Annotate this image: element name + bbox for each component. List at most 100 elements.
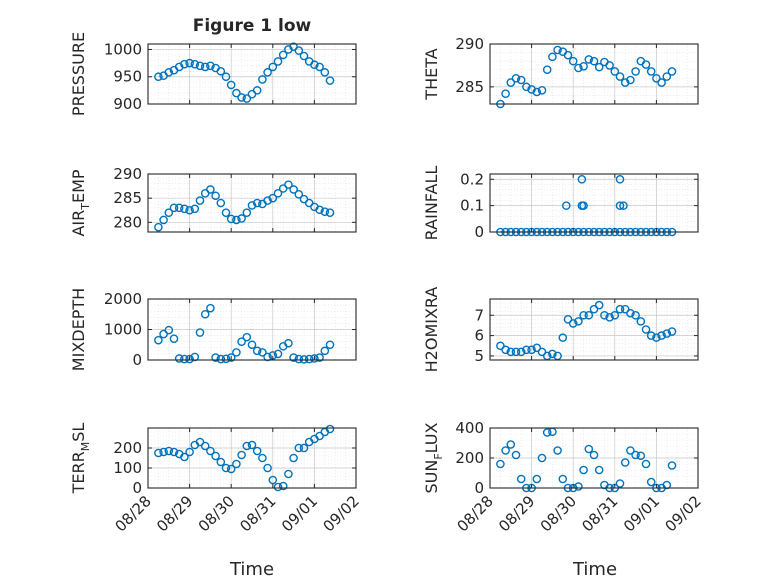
panel-5-data-point [226, 353, 236, 362]
panel-6-ytick-label: 7 [474, 306, 484, 324]
panel-8-data-point [594, 465, 604, 475]
panel-4-data-point [619, 201, 628, 210]
panel-1-data-point [200, 62, 210, 72]
panel-5-data-point [232, 348, 241, 357]
panel-2-data-point [568, 56, 578, 66]
panel-1-data-point [315, 62, 324, 72]
panel-5-data-point [195, 328, 205, 337]
panel-2-data-point [662, 72, 672, 81]
panel-2-data-point [506, 78, 516, 87]
panel-3-data-point [325, 208, 335, 217]
panel-8-data-point [589, 450, 599, 460]
panel-7-ytick-label: 100 [113, 459, 142, 477]
panel-8-data-point [620, 458, 630, 467]
panel-6-data-point [589, 304, 599, 314]
panel-3-ytick-label: 285 [113, 189, 142, 207]
panel-1-data-point [273, 57, 283, 66]
panel-5-data-point [273, 349, 283, 359]
panel-7-ytick-label: 0 [132, 479, 142, 497]
panel-2-data-point [605, 61, 614, 70]
panel-1-data-point [185, 58, 194, 68]
panel-7-data-point [154, 448, 163, 458]
panel-1-data-point [278, 50, 288, 60]
panel-4-data-point [577, 174, 587, 184]
panel-6-data-point [615, 304, 625, 314]
panel-4-data-point [615, 201, 625, 210]
panel-7-ytick-label: 200 [113, 439, 142, 457]
panel-8-data-point [501, 446, 510, 455]
panel-3-data-point [216, 198, 226, 208]
panel-1-data-point [226, 80, 236, 90]
panel-3-ytick-label: 290 [113, 165, 142, 183]
panel-7-xtick-label: 08/31 [236, 492, 279, 535]
panel-7-data-point [221, 463, 231, 473]
panel-2-data-point [641, 60, 651, 69]
panel-6-data-point [558, 333, 568, 342]
xaxis-title-right: Time [572, 559, 617, 580]
panel-8-ytick-label: 0 [474, 479, 484, 497]
panel-2-data-point [667, 67, 677, 76]
panel-7-data-point [159, 447, 168, 457]
panel-5-ytick-label: 0 [132, 351, 142, 369]
panel-5-data-point [237, 337, 246, 347]
panel-5-ytick-label: 1000 [104, 321, 142, 339]
panel-7-data-point [284, 469, 293, 479]
panel-2-data-point [563, 50, 573, 60]
panel-6-data-point [563, 315, 573, 324]
panel-8-data-point [511, 450, 521, 460]
panel-2-data-point [537, 85, 547, 95]
panel-3-data-point [242, 208, 252, 217]
panel-2-data-point [584, 55, 594, 64]
panel-7-data-point [252, 446, 262, 456]
panel-4-data-point [579, 201, 588, 210]
panel-3-data-point [180, 204, 189, 214]
panel-2-data-point [542, 65, 552, 75]
panel-2-data-point [631, 67, 640, 76]
panel-3-data-point [284, 180, 293, 189]
panel-7-data-point [273, 482, 283, 492]
panel-4-plot-area [490, 174, 698, 232]
panel-6-data-point [600, 310, 609, 320]
panel-2-data-point [610, 67, 620, 76]
panel-6-data-point [532, 343, 542, 353]
panel-5-data-point [252, 346, 262, 356]
panel-6-data-point [657, 331, 666, 340]
panel-2-axes-box [489, 43, 699, 105]
panel-7-data-point [289, 453, 298, 463]
panel-1-ytick-label: 1000 [104, 40, 142, 58]
panel-4-ytick-label: 0 [474, 223, 484, 241]
panel-8-data-point [615, 479, 625, 488]
panel-8-ytick-label: 400 [455, 419, 484, 437]
panel-5-data-point [180, 354, 189, 364]
panel-1-data-point [310, 60, 319, 70]
panel-8-xtick-label: 08/30 [537, 492, 580, 535]
panel-1-axes-box [147, 43, 357, 105]
panel-8-data-point [584, 444, 594, 454]
panel-5-data-point [211, 353, 220, 362]
panel-5-data-point [190, 352, 200, 362]
panel-6-data-point [579, 310, 588, 320]
panel-5-data-point [200, 309, 210, 319]
panel-8-data-point [631, 450, 640, 460]
axes-layer [147, 43, 699, 489]
panel-3-data-point [268, 193, 278, 203]
panel-5-data-point [258, 348, 267, 357]
panel-7-xtick-label: 09/01 [278, 492, 321, 535]
panel-5-data-point [304, 354, 314, 364]
panel-2-data-point [620, 78, 630, 87]
panel-3-data-point [190, 204, 200, 214]
panel-5-data-point [247, 340, 257, 350]
panel-7-data-point [200, 441, 210, 451]
panel-8-xtick-label: 08/31 [578, 492, 621, 535]
panel-3-data-point [221, 208, 231, 217]
panel-5-data-point [310, 354, 319, 363]
panel-8-data-point [667, 461, 677, 470]
panel-7-data-point [164, 446, 174, 456]
panel-2-data-point [657, 78, 666, 87]
figure-title: Figure 1 low [193, 16, 312, 36]
panel-3-data-point [273, 189, 283, 198]
panel-6-ytick-label: 6 [474, 327, 484, 345]
panel-1-data-point [325, 76, 335, 85]
panel-3-axes-box [147, 173, 357, 233]
